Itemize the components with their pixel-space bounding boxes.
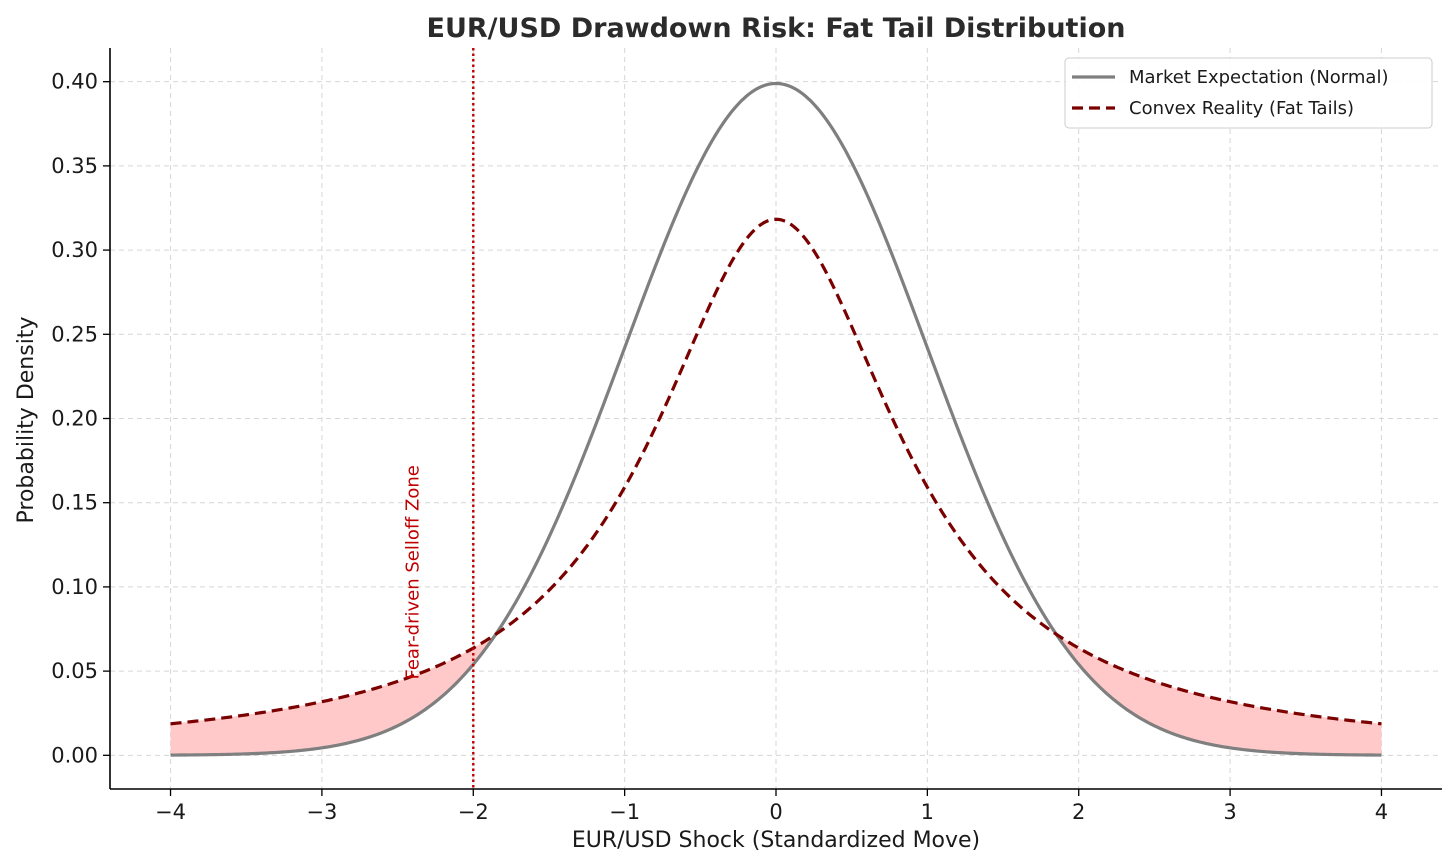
x-axis-label: EUR/USD Shock (Standardized Move) (572, 828, 980, 853)
x-tick-label: 4 (1375, 800, 1388, 824)
y-tick-label: 0.35 (51, 154, 98, 178)
y-tick-label: 0.30 (51, 238, 98, 262)
fat-tail-curve (170, 217, 1382, 726)
y-tick-label: 0.40 (51, 70, 98, 94)
y-tick-label: 0.25 (51, 322, 98, 346)
legend-label: Market Expectation (Normal) (1129, 67, 1388, 88)
left-tail-fill (170, 627, 501, 756)
x-tick-label: 2 (1072, 800, 1085, 824)
y-tick-label: 0.00 (51, 743, 98, 767)
tail-shading (170, 627, 1382, 756)
right-tail-fill (1051, 627, 1382, 756)
x-tick-label: −3 (306, 800, 337, 824)
y-axis-label: Probability Density (14, 317, 39, 524)
x-tick-label: −4 (155, 800, 186, 824)
grid (110, 48, 1442, 789)
x-tick-label: 0 (769, 800, 782, 824)
y-tick-label: 0.20 (51, 407, 98, 431)
chart-title: EUR/USD Drawdown Risk: Fat Tail Distribu… (427, 13, 1126, 44)
x-tick-label: 3 (1223, 800, 1236, 824)
x-tick-label: −1 (609, 800, 640, 824)
y-tick-label: 0.05 (51, 659, 98, 683)
normal-curve (170, 81, 1382, 757)
ticks: −4 −3 −2 −1 0 1 2 3 4 0.00 0.05 0.10 0.15 0.20 0.25 0.3… (51, 70, 1388, 824)
y-tick-label: 0.15 (51, 491, 98, 515)
x-tick-label: −2 (458, 800, 489, 824)
legend-box (1064, 57, 1433, 129)
annotation-label: Fear-driven Selloff Zone (403, 465, 424, 679)
y-tick-label: 0.10 (51, 575, 98, 599)
x-tick-label: 1 (921, 800, 934, 824)
legend-label: Convex Reality (Fat Tails) (1129, 98, 1354, 119)
legend: Market Expectation (Normal) Convex Realit… (1064, 57, 1433, 129)
series (170, 81, 1382, 757)
